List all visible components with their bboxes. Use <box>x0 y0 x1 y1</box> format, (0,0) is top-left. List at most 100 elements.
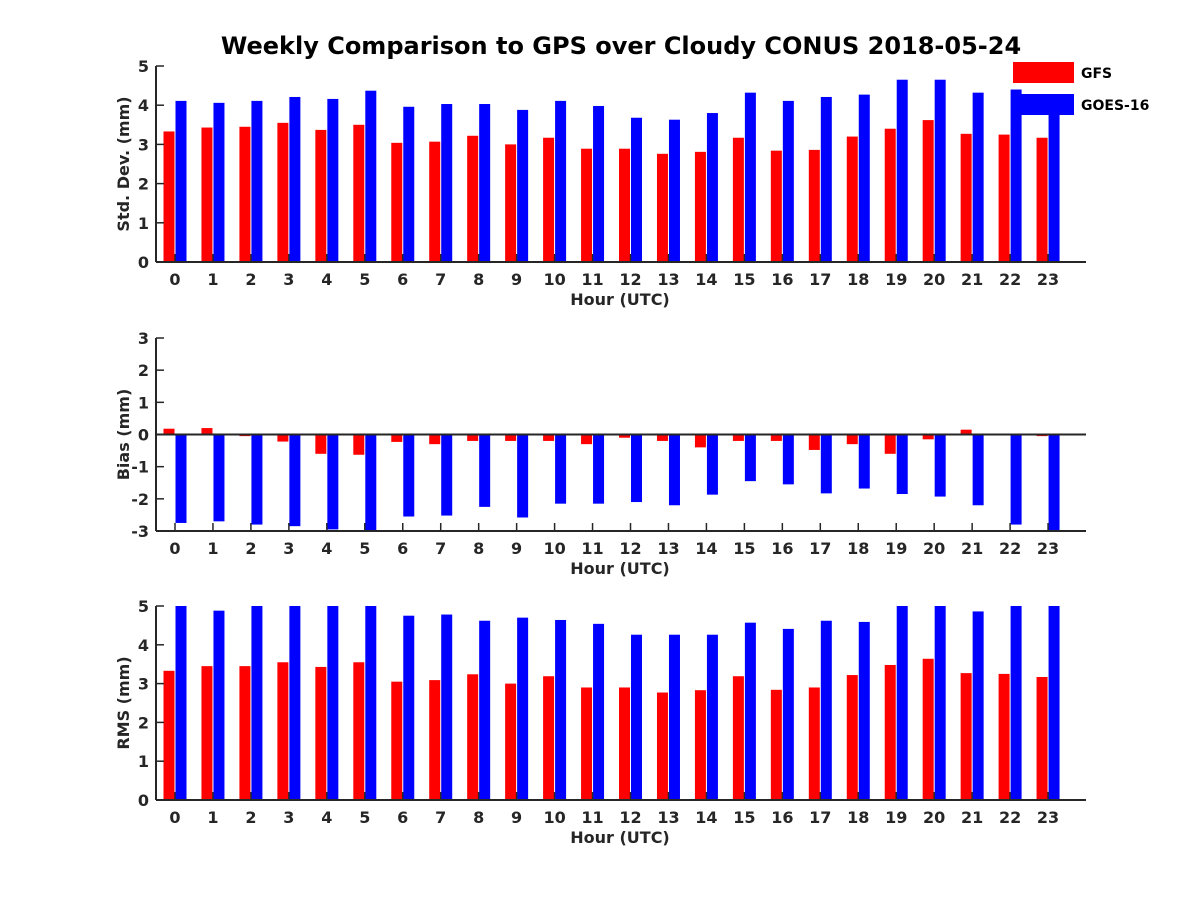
bar-goes-16-hour-16 <box>782 434 794 485</box>
bar-gfs-hour-3 <box>277 434 289 442</box>
x-axis-label: Hour (UTC) <box>570 290 670 309</box>
x-tick-label: 0 <box>169 539 180 558</box>
bar-gfs-hour-0 <box>163 428 175 435</box>
bar-gfs-hour-3 <box>277 662 289 800</box>
x-tick-label: 5 <box>359 270 370 289</box>
bar-gfs-hour-4 <box>315 434 327 454</box>
bar-gfs-hour-14 <box>694 690 706 800</box>
bar-gfs-hour-12 <box>619 148 631 262</box>
y-tick-label: 1 <box>138 214 149 233</box>
bar-goes-16-hour-15 <box>744 434 756 482</box>
x-tick-label: 4 <box>321 808 332 827</box>
bar-goes-16-hour-8 <box>479 104 491 263</box>
bar-goes-16-hour-17 <box>820 96 832 262</box>
x-tick-label: 6 <box>397 539 408 558</box>
x-tick-label: 5 <box>359 808 370 827</box>
bar-gfs-hour-22 <box>998 134 1010 262</box>
bar-goes-16-hour-11 <box>593 434 605 504</box>
x-tick-label: 13 <box>657 808 679 827</box>
y-tick-label: 2 <box>138 175 149 194</box>
x-tick-label: 23 <box>1037 539 1059 558</box>
y-tick-label: 1 <box>138 752 149 771</box>
y-tick-label: -2 <box>131 490 149 509</box>
x-tick-label: 8 <box>473 270 484 289</box>
bar-gfs-hour-18 <box>846 136 858 262</box>
bar-goes-16-hour-12 <box>631 434 643 503</box>
x-tick-label: 8 <box>473 808 484 827</box>
bar-goes-16-hour-6 <box>403 434 415 517</box>
bar-goes-16-hour-0 <box>175 100 187 262</box>
bar-gfs-hour-9 <box>505 434 517 441</box>
bar-gfs-hour-5 <box>353 124 365 262</box>
bar-goes-16-hour-18 <box>858 621 870 800</box>
bar-gfs-hour-13 <box>656 692 668 800</box>
chart-title: Weekly Comparison to GPS over Cloudy CON… <box>221 32 1021 60</box>
bar-gfs-hour-1 <box>201 127 213 262</box>
x-tick-label: 15 <box>733 270 755 289</box>
bar-goes-16-hour-5 <box>365 434 377 531</box>
y-axis-label: Bias (mm) <box>114 389 133 481</box>
bar-gfs-hour-21 <box>960 429 972 435</box>
legend-label-gfs: GFS <box>1081 66 1112 82</box>
x-tick-label: 8 <box>473 539 484 558</box>
bar-goes-16-hour-19 <box>896 434 908 495</box>
bar-goes-16-hour-5 <box>365 606 377 800</box>
bar-gfs-hour-10 <box>543 676 555 800</box>
bar-goes-16-hour-15 <box>744 92 756 262</box>
bar-gfs-hour-2 <box>239 666 251 800</box>
x-tick-label: 1 <box>207 539 218 558</box>
bar-goes-16-hour-3 <box>289 96 301 262</box>
x-tick-label: 13 <box>657 539 679 558</box>
x-tick-label: 17 <box>809 808 831 827</box>
legend-label-goes-16: GOES-16 <box>1081 98 1149 114</box>
bar-gfs-hour-6 <box>391 681 403 800</box>
bar-goes-16-hour-2 <box>251 434 263 525</box>
y-tick-label: -1 <box>131 458 149 477</box>
bar-goes-16-hour-22 <box>1010 434 1022 525</box>
bar-goes-16-hour-9 <box>517 109 529 263</box>
bar-gfs-hour-0 <box>163 670 175 800</box>
x-axis-label: Hour (UTC) <box>570 559 670 578</box>
bar-gfs-hour-7 <box>429 141 441 262</box>
bar-gfs-hour-15 <box>732 676 744 800</box>
bar-goes-16-hour-6 <box>403 615 415 800</box>
bar-gfs-hour-19 <box>884 128 896 262</box>
x-tick-label: 2 <box>245 270 256 289</box>
bar-gfs-hour-11 <box>581 434 593 445</box>
y-tick-label: 2 <box>138 713 149 732</box>
x-tick-label: 20 <box>923 270 945 289</box>
bar-gfs-hour-3 <box>277 122 289 262</box>
x-tick-label: 1 <box>207 270 218 289</box>
bar-goes-16-hour-12 <box>631 634 643 800</box>
bar-gfs-hour-22 <box>998 673 1010 800</box>
bar-gfs-hour-23 <box>1036 137 1048 262</box>
y-tick-label: 0 <box>138 426 149 445</box>
bar-gfs-hour-21 <box>960 133 972 262</box>
x-tick-label: 13 <box>657 270 679 289</box>
bar-gfs-hour-11 <box>581 687 593 800</box>
bar-goes-16-hour-6 <box>403 106 415 263</box>
x-tick-label: 7 <box>435 808 446 827</box>
bar-goes-16-hour-19 <box>896 606 908 800</box>
bar-gfs-hour-20 <box>922 120 934 262</box>
bar-gfs-hour-6 <box>391 434 403 442</box>
x-tick-label: 3 <box>283 539 294 558</box>
bar-gfs-hour-20 <box>922 434 934 440</box>
x-tick-label: 2 <box>245 808 256 827</box>
bar-goes-16-hour-7 <box>441 434 453 516</box>
bar-goes-16-hour-13 <box>668 634 680 800</box>
bar-gfs-hour-9 <box>505 683 517 800</box>
bar-gfs-hour-4 <box>315 666 327 800</box>
bar-goes-16-hour-4 <box>327 434 339 530</box>
x-tick-label: 3 <box>283 808 294 827</box>
bar-gfs-hour-18 <box>846 675 858 800</box>
bar-gfs-hour-5 <box>353 434 365 455</box>
bar-gfs-hour-20 <box>922 658 934 800</box>
bar-goes-16-hour-9 <box>517 434 529 518</box>
y-tick-label: 0 <box>138 791 149 810</box>
x-tick-label: 14 <box>695 539 717 558</box>
y-tick-label: 3 <box>138 675 149 694</box>
x-tick-label: 6 <box>397 270 408 289</box>
